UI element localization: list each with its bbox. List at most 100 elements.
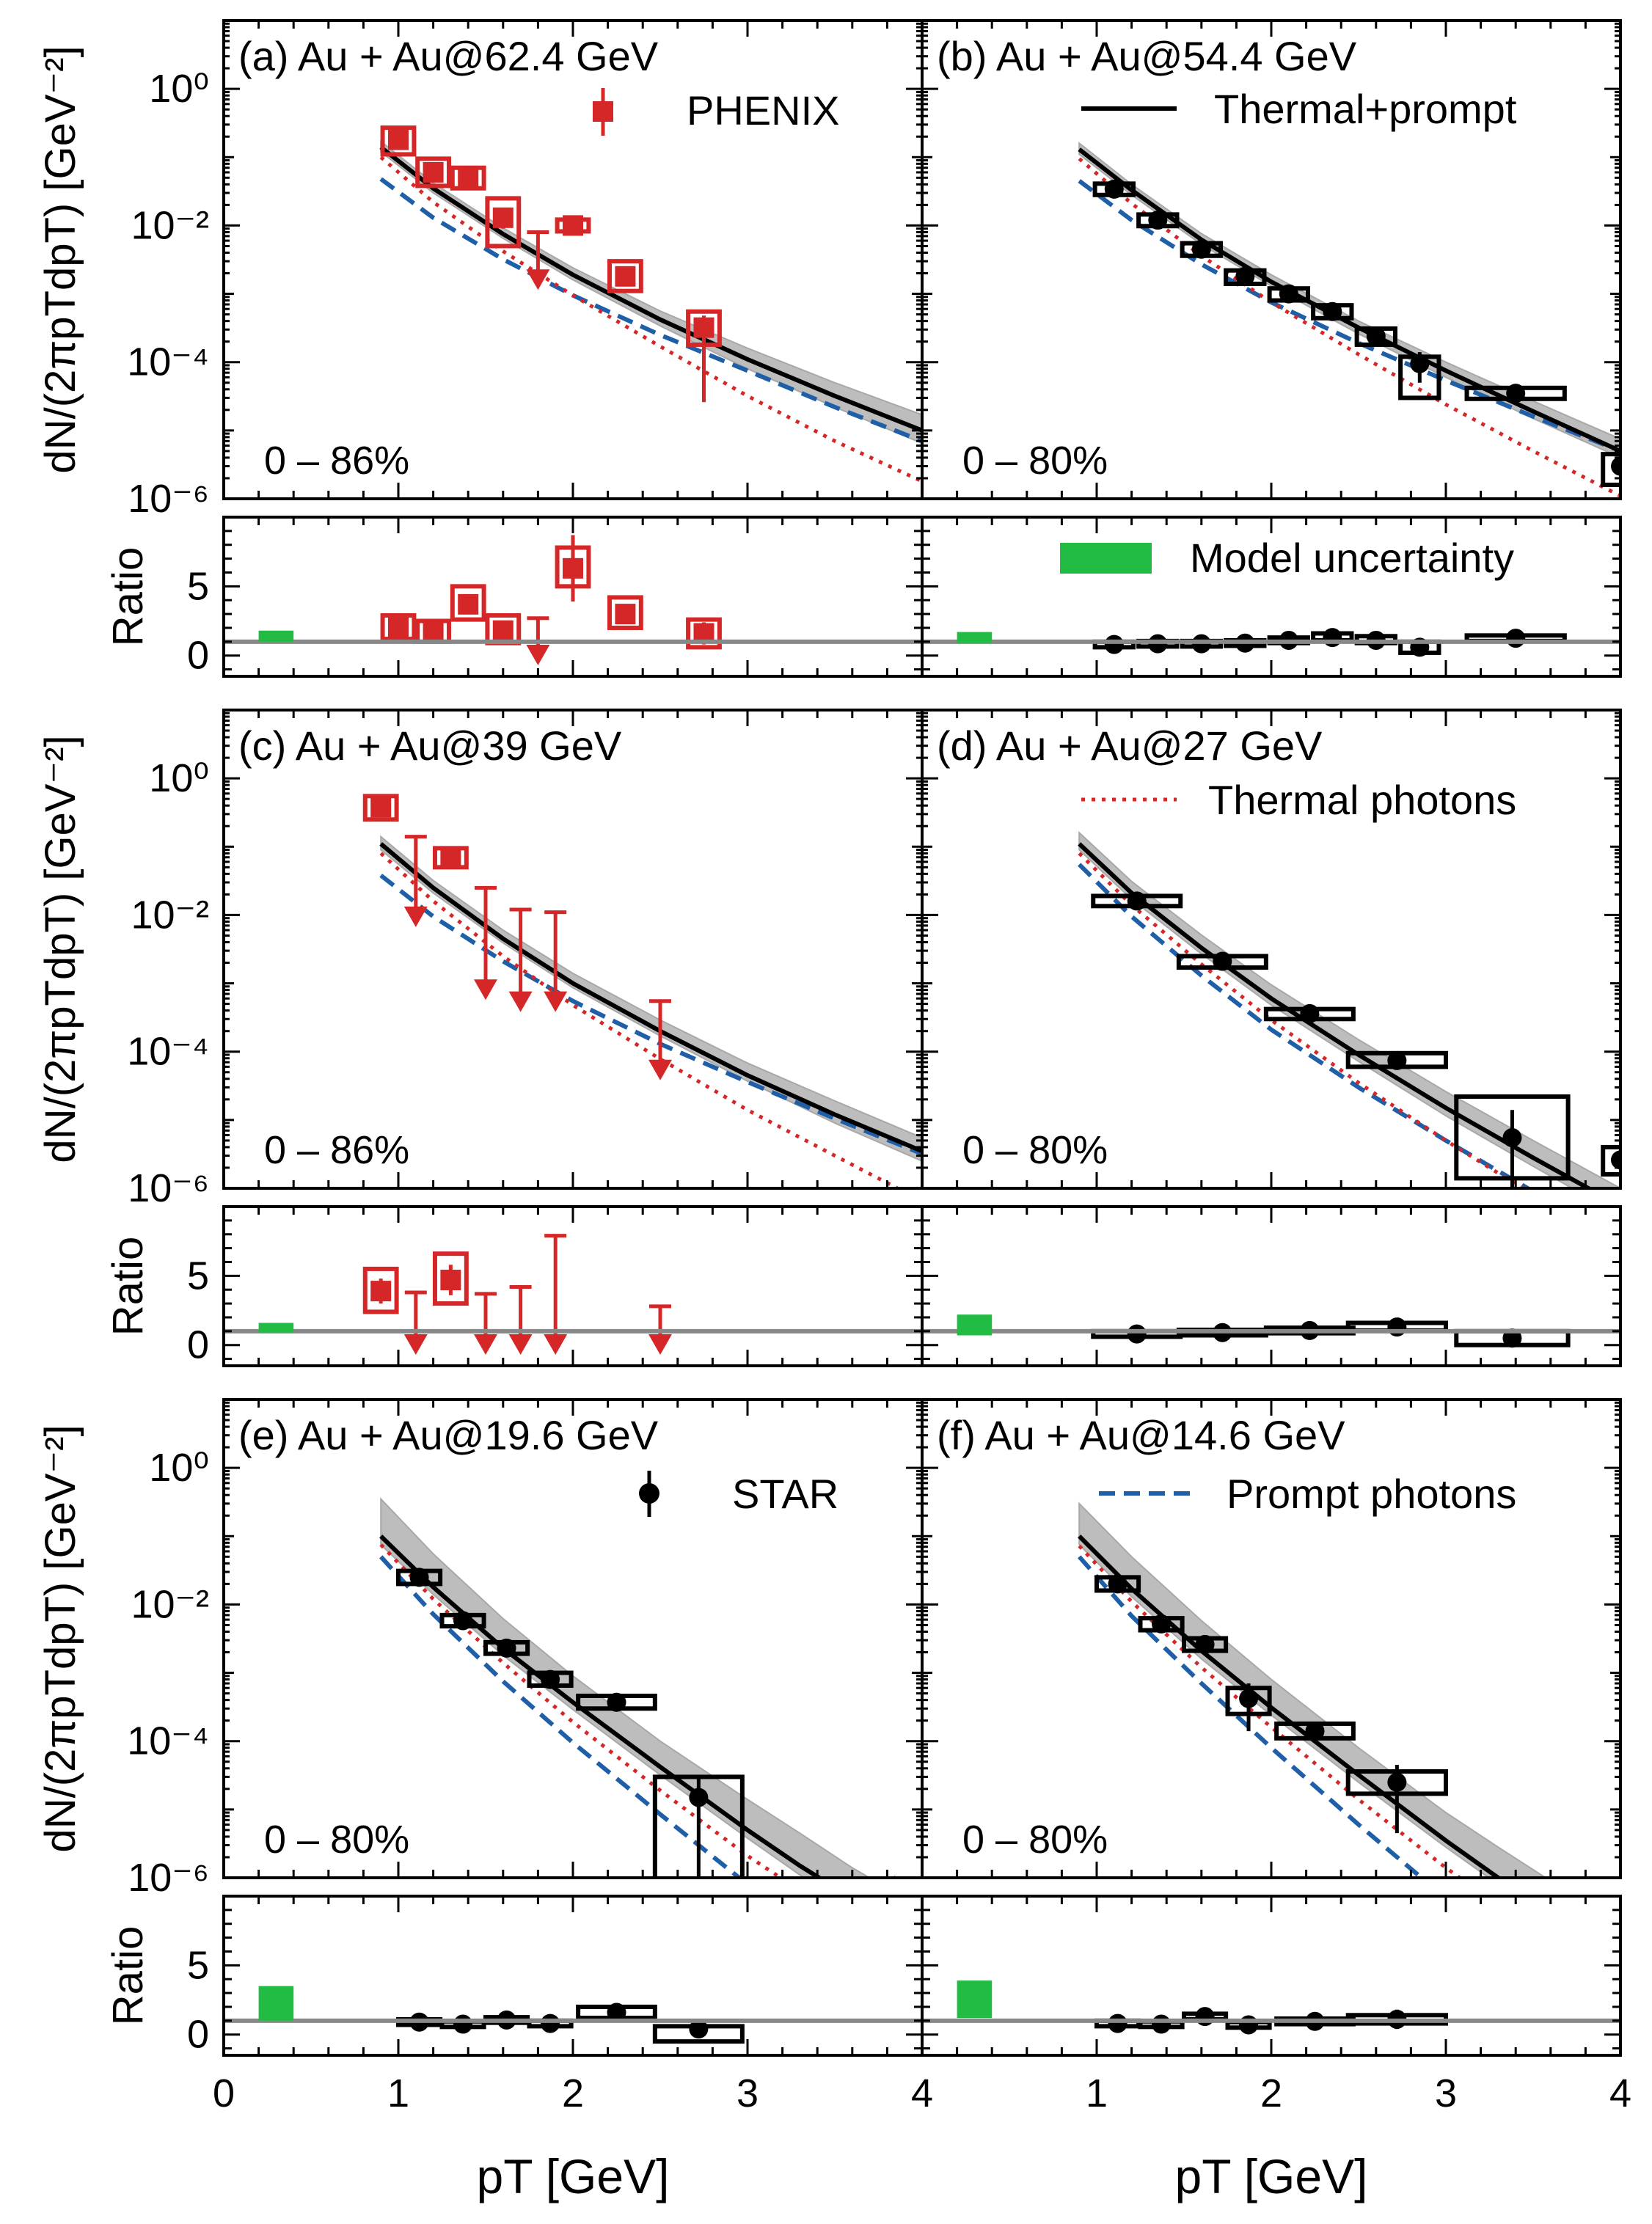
data-point [1213, 951, 1232, 971]
centrality-label: 0 – 80% [962, 439, 1108, 483]
ratio-tick-label: 0 [187, 634, 209, 678]
x-tick-label: 1 [1086, 2071, 1108, 2115]
ratio-point [689, 2019, 709, 2039]
ratio-tick-label: 0 [187, 2013, 209, 2057]
data-point [1148, 211, 1168, 230]
ratio-axis-label: Ratio [104, 1926, 152, 2025]
thermal-plus-prompt-curve [379, 1535, 896, 1878]
y-tick-label: 10⁻² [131, 203, 209, 247]
data-point [1502, 1128, 1522, 1148]
prompt-photons-curve [1077, 1555, 1425, 1878]
model-uncertainty-band [1078, 1501, 1548, 1878]
panel-3: (d) Au + Au@27 GeV 0 – 80% [921, 709, 1622, 1367]
legend-star-label: STAR [732, 1471, 838, 1517]
ratio-point [423, 621, 444, 643]
data-point [1305, 1722, 1325, 1741]
legend-prompt-label: Prompt photons [1227, 1471, 1516, 1517]
data-point [453, 1611, 473, 1631]
model-uncertainty-patch [258, 1986, 294, 2021]
x-tick-label: 3 [737, 2071, 759, 2115]
data-point [492, 207, 513, 228]
thermal-photons-curve [1078, 157, 1620, 498]
ratio-upper-limit-arrow [403, 1334, 428, 1356]
x-tick-label: 4 [911, 2071, 933, 2115]
ratio-plot-area [224, 1234, 922, 1356]
y-tick-label: 10⁻⁴ [127, 340, 209, 384]
data-point [1235, 266, 1255, 286]
ratio-syst-box [432, 1251, 469, 1306]
data-point [541, 1669, 560, 1689]
data-point [1152, 1614, 1172, 1634]
spectrum-plot-area [362, 794, 922, 1188]
data-point [1366, 326, 1386, 346]
ratio-point [453, 2014, 473, 2034]
ratio-point [1195, 2007, 1215, 2027]
spectrum-frame [222, 709, 924, 1190]
thermal-photons-curve [1078, 852, 1527, 1188]
ratio-point [1104, 634, 1124, 654]
data-point [423, 161, 444, 183]
ratio-point [370, 1281, 392, 1302]
ratio-point [1323, 628, 1342, 648]
ratio-axis-label: Ratio [104, 547, 152, 646]
data-point [1410, 354, 1430, 373]
data-point [615, 266, 636, 287]
ratio-plot-area [224, 535, 922, 666]
thermal-photons-curve [379, 156, 922, 483]
centrality-label: 0 – 80% [962, 1818, 1108, 1862]
ratio-upper-limit-arrow [544, 1334, 568, 1356]
prompt-photons-curve [1078, 863, 1532, 1188]
ratio-tick-label: 5 [187, 1254, 209, 1298]
ratio-point [1239, 2015, 1259, 2035]
ratio-syst-box [686, 617, 722, 650]
data-point [1108, 1574, 1127, 1594]
x-tick-label: 0 [213, 2071, 235, 2115]
data-syst-box [607, 259, 643, 293]
x-tick-label: 2 [1260, 2071, 1282, 2115]
model-uncertainty-patch [258, 1323, 294, 1333]
data-point [689, 1788, 709, 1807]
thermal-plus-prompt-curve [379, 842, 922, 1154]
y-tick-label: 10⁻⁶ [128, 1166, 209, 1210]
data-point [1195, 1634, 1215, 1654]
panel-title: (a) Au + Au@62.4 GeV [238, 33, 659, 79]
spectrum-plot-area [379, 125, 922, 483]
y-tick-label: 10⁻⁶ [128, 1856, 209, 1900]
data-syst-box [485, 196, 522, 249]
ratio-frame [222, 1205, 924, 1367]
y-tick-label: 10⁰ [149, 1446, 209, 1490]
y-tick-label: 10⁻² [131, 893, 209, 937]
ratio-point [458, 593, 479, 615]
panel-5: (f) Au + Au@14.6 GeV 0 – 80% [921, 1398, 1622, 2057]
y-tick-label: 10⁻⁴ [127, 1719, 209, 1763]
ratio-axis-label: Ratio [104, 1237, 152, 1336]
ratio-tick-label: 0 [187, 1323, 209, 1367]
ratio-plot-area [922, 628, 1620, 657]
centrality-label: 0 – 80% [264, 1818, 409, 1862]
thermal-photons-curve [379, 852, 902, 1188]
x-axis-label: pT [GeV] [477, 2149, 670, 2203]
data-syst-box [415, 156, 452, 189]
legend-thermal-label: Thermal photons [1208, 777, 1516, 823]
panel-title: (d) Au + Au@27 GeV [937, 723, 1323, 769]
ratio-syst-box [607, 595, 643, 630]
thermal-photons-curve [379, 1543, 784, 1878]
ratio-upper-limit-arrow [474, 1334, 497, 1356]
model-uncertainty-patch [957, 1314, 993, 1336]
data-point [693, 317, 714, 338]
ratio-point [615, 604, 636, 625]
ratio-frame [222, 1895, 924, 2057]
centrality-label: 0 – 86% [264, 1128, 409, 1172]
model-uncertainty-band [380, 139, 922, 445]
data-point [1387, 1050, 1407, 1070]
ratio-upper-limit-arrow [508, 1334, 533, 1356]
y-axis-label: dN/(2πpTdpT) [GeV⁻²] [37, 1424, 84, 1852]
x-tick-label: 4 [1609, 2071, 1631, 2115]
model-uncertainty-band [1078, 142, 1620, 459]
centrality-label: 0 – 86% [264, 439, 409, 483]
upper-limit-arrow [526, 269, 550, 290]
upper-limit-arrow [544, 991, 568, 1012]
legend-model-unc-swatch [1060, 543, 1152, 574]
y-tick-label: 10⁰ [149, 756, 209, 800]
